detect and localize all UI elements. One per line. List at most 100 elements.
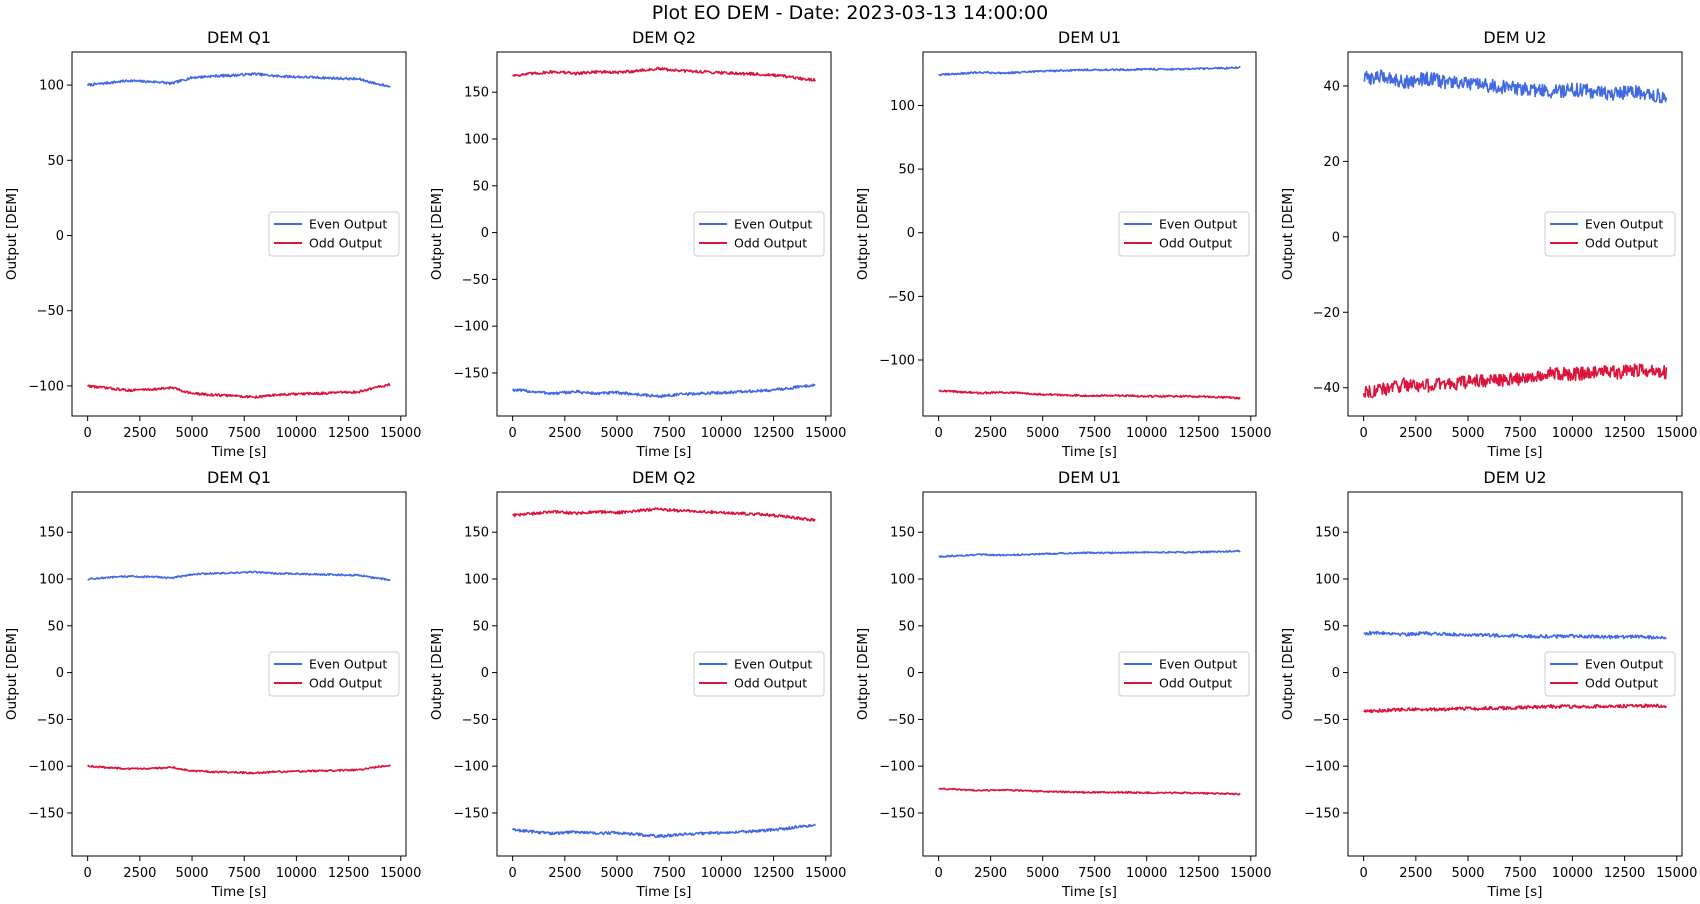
x-tick-label: 7500 (1078, 866, 1111, 881)
series-line-odd (1362, 363, 1668, 399)
y-tick-label: 40 (1323, 79, 1340, 94)
y-tick-label: 100 (464, 573, 489, 588)
subplot-8: 0 2500 5000 7500 10000 12500 15000 −150 −100 −50 0… (1280, 468, 1697, 900)
y-axis-label: Output [DEM] (855, 188, 871, 280)
subplot-6: 0 2500 5000 7500 10000 12500 15000 −150 −100 −50 0… (429, 468, 846, 900)
y-tick-label: −100 (879, 354, 915, 369)
x-tick-label: 5000 (175, 426, 208, 441)
series-line-even (87, 570, 391, 582)
subplot-title: DEM U2 (1483, 28, 1546, 47)
figure-title: Plot EO DEM - Date: 2023-03-13 14:00:00 (651, 2, 1049, 24)
series-line-odd (512, 507, 816, 522)
y-tick-label: 0 (56, 666, 64, 681)
y-tick-label: −150 (453, 366, 489, 381)
x-axis-label: Time [s] (636, 884, 692, 900)
x-tick-label: 15000 (805, 426, 846, 441)
x-tick-label: 5000 (1026, 866, 1059, 881)
legend: Even Output Odd Output (268, 651, 400, 697)
y-tick-label: 150 (1315, 526, 1340, 541)
series-line-even (938, 549, 1241, 558)
x-axis-label: Time [s] (211, 444, 267, 460)
y-tick-label: 0 (481, 226, 489, 241)
y-tick-label: 150 (39, 526, 64, 541)
x-tick-label: 12500 (328, 866, 369, 881)
axes-frame (71, 491, 407, 857)
x-tick-label: 15000 (1656, 866, 1697, 881)
axes-frame (496, 51, 832, 417)
x-tick-label: 5000 (1451, 426, 1484, 441)
subplot-7: 0 2500 5000 7500 10000 12500 15000 −150 −100 −50 0… (855, 468, 1271, 900)
y-tick-label: 50 (898, 619, 915, 634)
x-tick-label: 10000 (1126, 866, 1167, 881)
series-line-odd (1363, 703, 1668, 714)
legend-label: Odd Output (734, 236, 807, 251)
x-tick-label: 2500 (123, 426, 156, 441)
x-tick-label: 0 (509, 426, 517, 441)
y-tick-label: −150 (28, 806, 64, 821)
series-line-even (1363, 630, 1667, 640)
x-tick-label: 0 (1360, 866, 1368, 881)
axes-frame (922, 51, 1257, 417)
axes-frame (1347, 51, 1683, 417)
series-line-even (938, 65, 1241, 77)
y-tick-label: 0 (56, 229, 64, 244)
subplot-1: 0 2500 5000 7500 10000 12500 15000 −100 −50 0 50 10… (4, 28, 421, 460)
subplot-title: DEM Q1 (207, 468, 271, 487)
x-tick-label: 12500 (1604, 426, 1645, 441)
legend-label: Odd Output (309, 676, 382, 691)
y-tick-label: −100 (28, 760, 64, 775)
y-tick-label: −100 (879, 760, 915, 775)
x-tick-label: 2500 (974, 426, 1007, 441)
x-tick-label: 7500 (228, 426, 261, 441)
x-tick-label: 12500 (753, 426, 794, 441)
x-tick-label: 12500 (328, 426, 369, 441)
legend-label: Even Output (1585, 217, 1663, 232)
legend-label: Even Output (734, 657, 812, 672)
series-line-odd (87, 764, 391, 775)
legend: Even Output Odd Output (693, 651, 825, 697)
x-tick-label: 10000 (701, 866, 742, 881)
legend-label: Even Output (309, 217, 387, 232)
x-tick-label: 10000 (1552, 866, 1593, 881)
y-axis-label: Output [DEM] (1280, 188, 1296, 280)
legend-label: Odd Output (734, 676, 807, 691)
series-line-odd (938, 787, 1241, 796)
series-line-odd (512, 66, 817, 82)
subplot-2: 0 2500 5000 7500 10000 12500 15000 −150 −100 −50 0… (429, 28, 846, 460)
subplot-5: 0 2500 5000 7500 10000 12500 15000 −150 −100 −50 0… (4, 468, 421, 900)
y-tick-label: 50 (1323, 619, 1340, 634)
y-axis-label: Output [DEM] (429, 188, 445, 280)
x-tick-label: 10000 (276, 866, 317, 881)
y-tick-label: −100 (1304, 760, 1340, 775)
legend-label: Odd Output (1159, 676, 1232, 691)
x-tick-label: 10000 (1552, 426, 1593, 441)
axes-frame (496, 491, 832, 857)
plot-area (86, 72, 391, 399)
subplot-title: DEM Q2 (632, 28, 696, 47)
x-tick-label: 15000 (1230, 426, 1271, 441)
legend: Even Output Odd Output (693, 211, 825, 257)
y-tick-label: 0 (1332, 230, 1340, 245)
x-axis-label: Time [s] (1061, 444, 1117, 460)
y-tick-label: 50 (472, 619, 489, 634)
y-tick-label: 50 (898, 163, 915, 178)
subplot-title: DEM Q2 (632, 468, 696, 487)
y-tick-label: 0 (907, 226, 915, 241)
y-tick-label: −150 (1304, 806, 1340, 821)
y-tick-label: 150 (464, 86, 489, 101)
x-tick-label: 10000 (276, 426, 317, 441)
x-tick-label: 2500 (548, 426, 581, 441)
x-tick-label: 5000 (600, 866, 633, 881)
legend: Even Output Odd Output (1118, 651, 1250, 697)
x-tick-label: 2500 (1399, 426, 1432, 441)
x-tick-label: 7500 (653, 426, 686, 441)
legend-label: Even Output (1585, 657, 1663, 672)
x-tick-label: 7500 (1504, 866, 1537, 881)
legend-label: Odd Output (1585, 676, 1658, 691)
y-tick-label: 0 (1332, 666, 1340, 681)
x-tick-label: 7500 (1078, 426, 1111, 441)
y-axis-label: Output [DEM] (429, 628, 445, 720)
subplot-title: DEM U1 (1058, 468, 1121, 487)
legend-label: Even Output (1159, 657, 1237, 672)
